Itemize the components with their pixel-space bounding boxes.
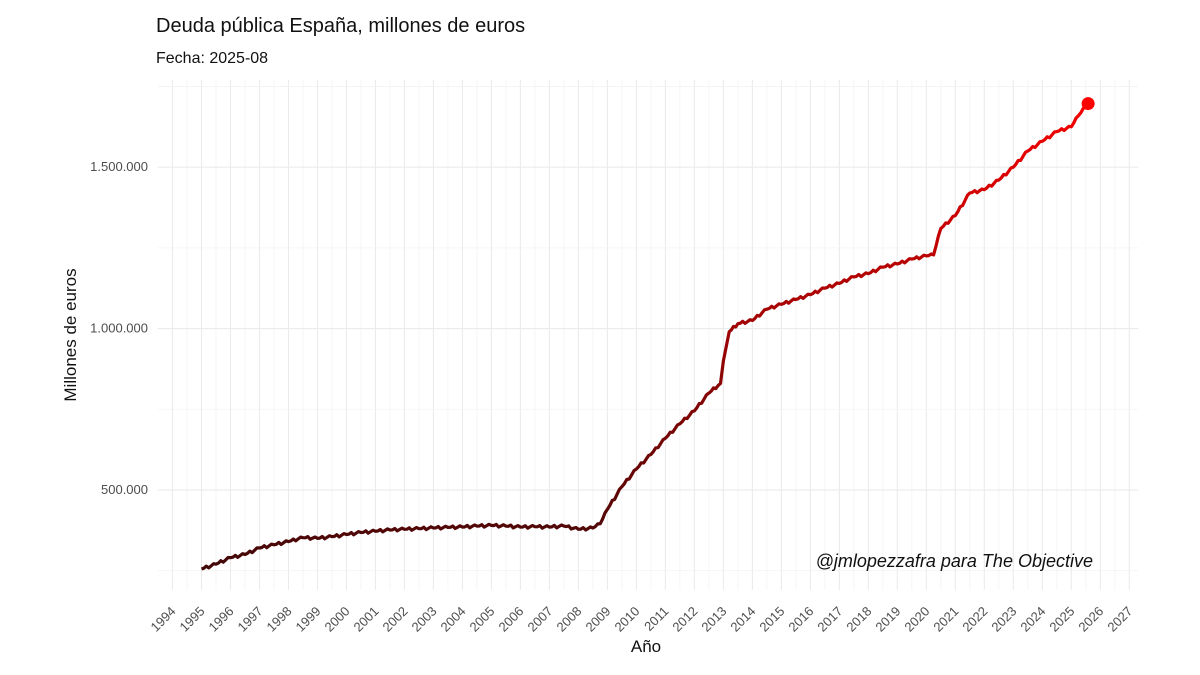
x-tick-label: 2021 <box>930 604 961 635</box>
x-tick-label: 1998 <box>264 604 295 635</box>
x-tick-label: 1995 <box>177 604 208 635</box>
x-tick-label: 2003 <box>409 604 440 635</box>
y-tick-label: 500.000 <box>101 482 148 497</box>
series-line <box>200 102 1090 571</box>
x-tick-label: 2017 <box>814 604 845 635</box>
x-axis-label: Año <box>631 637 661 656</box>
x-tick-label: 2025 <box>1046 604 1077 635</box>
x-tick-label: 2004 <box>438 604 469 635</box>
x-tick-label: 2026 <box>1075 604 1106 635</box>
x-tick-label: 2023 <box>988 604 1019 635</box>
x-tick-label: 2002 <box>380 604 411 635</box>
x-tick-label: 2024 <box>1017 604 1048 635</box>
x-tick-label: 2009 <box>582 604 613 635</box>
x-tick-label: 2022 <box>959 604 990 635</box>
x-tick-label: 2008 <box>553 604 584 635</box>
x-tick-label: 1996 <box>206 604 237 635</box>
x-tick-label: 2018 <box>843 604 874 635</box>
x-tick-label: 2020 <box>901 604 932 635</box>
y-axis-label: Millones de euros <box>61 268 80 401</box>
x-tick-label: 1994 <box>148 604 179 635</box>
x-tick-label: 2016 <box>785 604 816 635</box>
y-tick-label: 1.000.000 <box>90 321 148 336</box>
last-data-point <box>1081 97 1095 111</box>
x-tick-label: 2007 <box>524 604 555 635</box>
annotation: @jmlopezzafra para The Objective <box>816 551 1093 571</box>
x-tick-label: 2014 <box>727 604 758 635</box>
x-tick-label: 1997 <box>235 604 266 635</box>
chart-subtitle: Fecha: 2025-08 <box>156 50 269 67</box>
x-tick-label: 2000 <box>322 604 353 635</box>
x-tick-label: 2011 <box>641 604 671 634</box>
x-tick-label: 1999 <box>293 604 324 635</box>
grid <box>158 80 1138 590</box>
x-tick-label: 2027 <box>1104 604 1135 635</box>
x-tick-label: 2010 <box>611 604 642 635</box>
x-tick-label: 2012 <box>669 604 700 635</box>
chart-title: Deuda pública España, millones de euros <box>156 15 526 37</box>
x-tick-label: 2005 <box>466 604 497 635</box>
x-tick-label: 2006 <box>495 604 526 635</box>
x-tick-label: 2019 <box>872 604 903 635</box>
x-tick-label: 2013 <box>698 604 729 635</box>
x-tick-label: 2001 <box>351 604 382 635</box>
y-tick-label: 1.500.000 <box>90 159 148 174</box>
x-tick-label: 2015 <box>756 604 787 635</box>
